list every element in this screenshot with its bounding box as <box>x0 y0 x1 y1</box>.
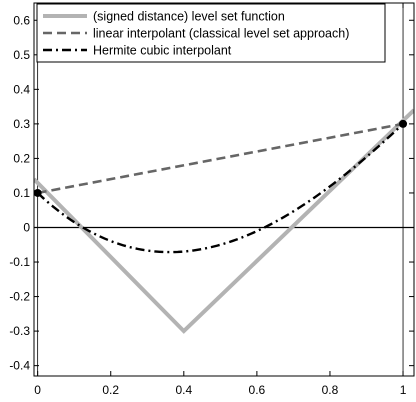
y-tick-label: 0.6 <box>13 13 30 27</box>
y-tick-label: 0.4 <box>13 82 30 96</box>
axes-frame <box>33 2 415 377</box>
y-tick-label: 0 <box>23 220 30 234</box>
legend-label-1: linear interpolant (classical level set … <box>93 27 349 41</box>
y-tick-label: 0.5 <box>13 48 30 62</box>
x-tick-label: 0.6 <box>249 383 266 397</box>
y-tick-label: 0.3 <box>13 117 30 131</box>
series-line-1 <box>37 122 404 195</box>
legend-box <box>36 3 386 63</box>
series-line-0 <box>34 108 414 334</box>
data-point-marker-1 <box>399 119 408 128</box>
y-tick-label: -0.2 <box>9 290 30 304</box>
legend-label-2: Hermite cubic interpolant <box>93 44 232 58</box>
plot-content <box>34 3 414 376</box>
x-tick-label: 0.8 <box>322 383 339 397</box>
legend: (signed distance) level set function line… <box>36 3 386 63</box>
y-tick-label: -0.1 <box>9 255 30 269</box>
x-tick-label: 1 <box>400 383 407 397</box>
legend-label-0: (signed distance) level set function <box>93 10 285 24</box>
y-tick-label: -0.3 <box>9 324 30 338</box>
plot-area <box>34 3 414 376</box>
y-tick-label: 0.1 <box>13 186 30 200</box>
x-tick-label: 0.4 <box>175 383 192 397</box>
x-tick-label: 0 <box>34 383 41 397</box>
y-tick-label: 0.2 <box>13 151 30 165</box>
y-tick-label: -0.4 <box>9 359 30 373</box>
x-tick-label: 0.2 <box>102 383 119 397</box>
